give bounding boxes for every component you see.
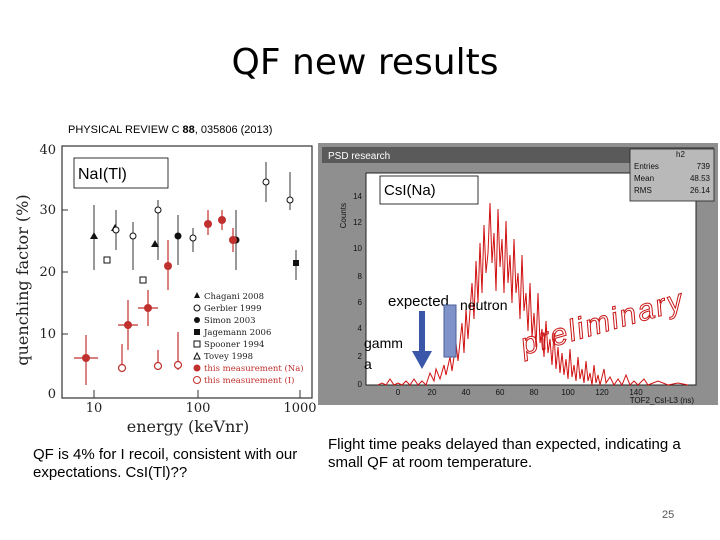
stats-value: 48.53	[690, 174, 711, 183]
x-tick: 80	[530, 388, 539, 397]
marker-spooner	[103, 256, 111, 264]
y-tick: 8	[358, 272, 363, 281]
marker-gerbier	[286, 196, 294, 204]
marker-this-na	[218, 216, 226, 224]
marker-this-i	[173, 360, 183, 370]
quenching-factor-plot: 0 10 20 30 40 10 100 1000 quenching fact…	[13, 143, 317, 436]
y-tick: 10	[353, 244, 362, 253]
slide-title: QF new results	[231, 42, 499, 83]
legend-entry: this measurement (Na)	[204, 363, 304, 374]
y-tick: 2	[358, 352, 363, 361]
right-caption: Flight time peaks delayed than expected,…	[328, 436, 681, 471]
marker-spooner	[139, 276, 147, 284]
y-tick: 40	[39, 143, 56, 158]
y-tick: 10	[39, 327, 56, 342]
expected-label: expected	[388, 293, 449, 310]
x-axis-label: energy (keVnr)	[127, 417, 249, 436]
marker-this-i	[153, 361, 163, 371]
stats-name: Entries	[634, 162, 659, 171]
stats-box	[629, 148, 715, 202]
y-tick: 0	[48, 387, 56, 402]
legend-entry: Simon 2003	[204, 316, 256, 326]
marker-chagani	[90, 232, 98, 239]
marker-this-na	[82, 354, 90, 362]
marker-this-na	[164, 262, 172, 270]
crystal-label-box	[73, 157, 169, 189]
y-axis-label: quenching factor (%)	[13, 194, 32, 365]
marker-this-na	[124, 321, 132, 329]
marker-gerbier	[112, 226, 120, 234]
x-tick: 100	[186, 401, 211, 416]
y-tick: 4	[358, 324, 363, 333]
y-axis-label: Counts	[339, 203, 348, 228]
stats-title: h2	[676, 150, 685, 159]
stats-value: 739	[697, 162, 711, 171]
x-tick: 40	[462, 388, 471, 397]
marker-simon	[174, 232, 182, 240]
marker-jagemann	[293, 260, 299, 266]
legend-entry: Jagemann 2006	[203, 328, 271, 338]
gamma-label: gamm	[364, 335, 403, 351]
x-tick: 0	[396, 388, 401, 397]
stats-value: 26.14	[690, 186, 711, 195]
tof-histogram: PSD research h2 Entries 739 Mean 48.53 R…	[318, 143, 718, 405]
citation-volume: 88	[182, 124, 195, 136]
x-tick: 20	[428, 388, 437, 397]
gamma-arrow-head	[412, 351, 432, 369]
gamma-label: a	[364, 356, 372, 372]
marker-this-na	[229, 236, 237, 244]
marker-gerbier	[262, 178, 270, 186]
citation: PHYSICAL REVIEW C 88, 035806 (2013)	[68, 124, 272, 136]
left-caption: QF is 4% for I recoil, consistent with o…	[33, 446, 298, 481]
marker-this-i	[117, 363, 127, 373]
marker-gerbier	[189, 234, 197, 242]
y-tick: 30	[39, 203, 56, 218]
x-tick: 10	[86, 401, 103, 416]
legend-entry: Spooner 1994	[204, 340, 264, 350]
y-tick: 0	[358, 380, 363, 389]
y-tick: 12	[353, 218, 362, 227]
legend-entry: Chagani 2008	[204, 292, 264, 302]
y-tick: 14	[353, 192, 362, 201]
panel-header: PSD research	[328, 151, 390, 162]
crystal-label: NaI(Tl)	[78, 166, 127, 183]
crystal-label: CsI(Na)	[384, 182, 436, 199]
marker-gerbier	[154, 206, 162, 214]
y-tick: 20	[39, 265, 56, 280]
crystal-label-box	[379, 175, 479, 205]
x-tick: 140	[629, 388, 643, 397]
marker-gerbier	[129, 232, 137, 240]
marker-this-na	[144, 304, 152, 312]
marker-chagani	[151, 240, 159, 247]
legend-entry: Tovey 1998	[204, 352, 253, 362]
expected-neutron-marker	[443, 304, 457, 358]
marker-this-na	[204, 220, 212, 228]
stats-name: Mean	[634, 174, 654, 183]
stats-name: RMS	[634, 186, 652, 195]
neutron-label: neutron	[460, 297, 507, 313]
x-tick: 1000	[283, 401, 316, 416]
citation-rest: , 035806 (2013)	[194, 124, 273, 136]
y-tick: 6	[358, 298, 363, 307]
page-number: 25	[662, 509, 675, 521]
x-tick: 120	[595, 388, 609, 397]
histogram-trace	[377, 202, 689, 387]
legend-entry: Gerbier 1999	[204, 304, 261, 314]
x-axis-label: TOF2_CsI-L3 (ns)	[630, 396, 695, 405]
x-tick: 60	[496, 388, 505, 397]
citation-journal: PHYSICAL REVIEW C	[68, 124, 180, 136]
legend-entry: this measurement (I)	[204, 375, 294, 386]
x-tick: 100	[561, 388, 575, 397]
